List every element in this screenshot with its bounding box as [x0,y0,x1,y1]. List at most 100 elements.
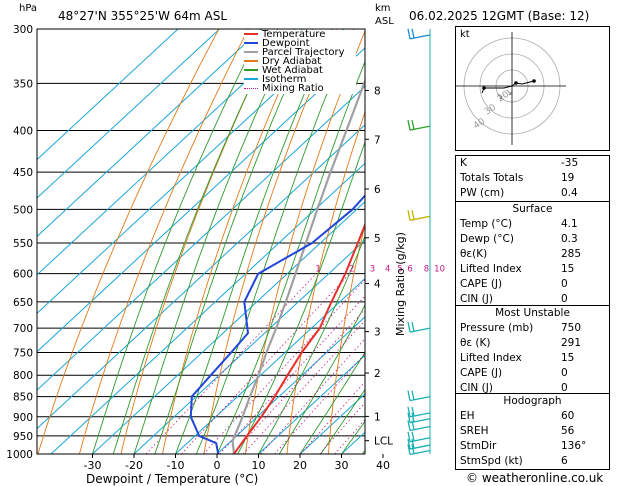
dry-adiabat-line [120,29,279,454]
hodograph-plot: 40 30 20 ↘ ↘ [456,32,566,145]
isotherm-line [50,162,365,454]
pressure-tick-label: 750 [13,347,33,359]
pressure-tick-label: 700 [13,323,33,335]
mixing-ratio-label: 2 [349,265,354,275]
dry-adiabat-line [286,110,365,454]
wind-barb-flag [411,412,415,422]
wind-barb-flag [407,28,411,39]
dry-adiabat-line [244,30,365,454]
wind-barb-flag [411,390,415,400]
mu-row: CAPE (J) 0 [456,366,609,381]
wind-barb-staff [409,34,431,40]
surface-row: Dewp (°C) 0.3 [456,232,609,247]
legend-item: Temperature [244,28,325,40]
mixing-ratio-label: 1 [315,265,320,275]
hodo-row: StmSpd (kt) 6 [456,454,609,469]
wind-barb-flag [411,28,415,38]
dry-adiabat-line [370,29,454,454]
wind-barb-flag [411,431,415,441]
wind-barb-flag [411,406,415,417]
pressure-tick-label: 550 [13,238,33,250]
wind-barb-flag [411,321,415,332]
surface-label: Dewp (°C) [460,233,514,245]
wet-adiabat-line [92,29,263,454]
surface-row: θε(K) 285 [456,247,609,262]
dry-adiabat-line [327,222,365,454]
pressure-tick-label: 350 [13,78,33,90]
indices-label: Totals Totals [460,172,524,184]
wind-barb-staff [409,215,431,221]
legend-swatch [244,87,258,89]
km-tick-label: 2 [374,368,381,380]
hodograph-table-title: Hodograph [503,395,562,407]
surface-value: 0 [561,278,568,290]
isotherm-line [37,29,220,199]
wet-adiabat-line [195,29,355,454]
pressure-tick-label: 850 [13,392,33,404]
location-title: 48°27'N 355°25'W 64m ASL [58,9,228,23]
hodograph-ring-label-30: 30 [483,103,498,118]
wind-barb-staff [409,125,431,131]
legend-swatch [244,60,258,62]
indices-value: -35 [561,157,579,169]
legend-item: Parcel Trajectory [244,46,345,58]
temperature-tick-label: -10 [167,459,185,472]
isotherm-line [37,29,345,314]
isotherm-line [92,201,365,454]
mixing-ratio-label: 5 [397,265,402,275]
wet-adiabat-line [216,60,365,454]
surface-row: CAPE (J) 0 [456,277,609,292]
pressure-tick-label: 800 [13,370,33,382]
pressure-tick-label: 500 [13,204,33,216]
hodograph-trace [511,80,535,87]
isotherm-line [37,124,365,430]
hodo-label: SREH [460,425,489,437]
wind-barb-staff [409,418,431,424]
mu-label: CAPE (J) [460,367,503,379]
mixing-ratio-label: 10 [434,265,445,275]
indices-label: PW (cm) [460,187,505,199]
hodograph-point [482,86,486,90]
hodograph-ring-label-40: 40 [472,117,487,132]
surface-row: Temp (°C) 4.1 [456,217,609,232]
surface-row: CIN (J) 0 [456,292,609,307]
km-tick-label: LCL [374,436,393,448]
wet-adiabat-line [278,304,365,454]
km-tick-label: 3 [374,327,381,339]
hodo-value: 56 [561,425,575,437]
mixing-ratio-label: 3 [370,265,375,275]
hodograph-kt-label: kt [460,29,470,40]
indices-label: K [460,157,467,169]
isotherm-line [258,354,365,454]
wind-barb-flag [407,420,411,431]
surface-table: Surface Temp (°C) 4.1 Dewp (°C) 0.3 θε(K) 2… [455,201,610,308]
hodo-value: 60 [561,410,575,422]
wind-barb-flag [407,431,411,442]
mu-label: Pressure (mb) [460,322,534,334]
hodograph-point [532,79,536,83]
indices-row: PW (cm) 0.4 [456,186,609,201]
surface-value: 0.3 [561,233,578,245]
legend-swatch [244,33,258,35]
temperature-tick-label: 30 [335,459,349,472]
mixing-ratio-line [219,295,365,454]
hodograph-marker: ↘ [496,92,504,102]
copyright-footer: © weatheronline.co.uk [466,471,604,485]
dry-adiabat-line [203,29,337,454]
wind-barb-flag [407,412,411,423]
hodo-row: StmDir 136° [456,439,609,454]
mu-row: Pressure (mb) 750 [456,321,609,336]
mu-value: 291 [561,337,582,349]
wind-barb-flag [411,420,415,430]
km-tick-label: 8 [374,85,381,97]
mixing-ratio-line [334,419,365,454]
surface-label: Temp (°C) [460,218,513,230]
mixing-ratio-line [260,338,365,454]
mixing-ratio-line [319,402,365,454]
isotherm-line [175,277,365,454]
hodograph-point [514,81,518,85]
wind-barb-flag [407,438,411,450]
legend-label: Parcel Trajectory [262,47,345,58]
temperature-tick-label: 10 [252,459,266,472]
legend-item: Mixing Ratio [244,82,324,94]
